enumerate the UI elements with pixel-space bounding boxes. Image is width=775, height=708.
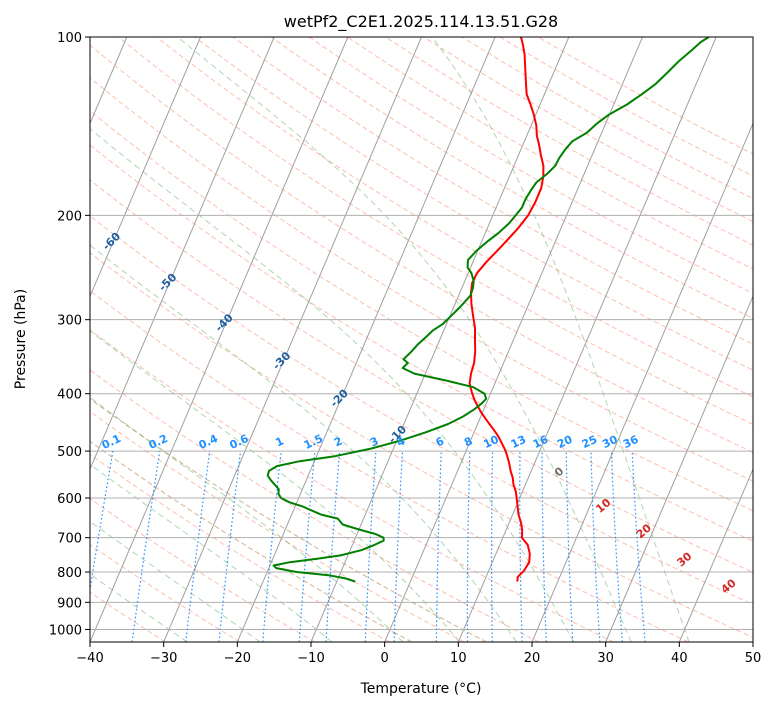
x-tick-label: 40 xyxy=(671,651,688,666)
dry-adiabat xyxy=(270,37,753,320)
y-tick-label: 400 xyxy=(57,388,82,403)
mixing-ratio-line xyxy=(262,451,282,642)
dry-adiabat xyxy=(90,369,540,642)
y-tick-label: 800 xyxy=(57,566,82,581)
isotherm xyxy=(457,37,717,642)
mixing-ratio-label: 20 xyxy=(555,433,575,451)
y-tick-label: 500 xyxy=(57,445,82,460)
moist-adiabat xyxy=(431,37,690,642)
background-lines xyxy=(90,37,753,642)
x-tick-label: 0 xyxy=(381,651,389,666)
dry-adiabat xyxy=(156,37,753,398)
dry-adiabat xyxy=(232,37,753,345)
dry-adiabat xyxy=(90,290,689,642)
dry-adiabat xyxy=(90,498,315,642)
x-tick-label: 50 xyxy=(745,651,762,666)
mixing-ratio-label: 13 xyxy=(509,433,528,451)
moist-adiabat xyxy=(90,573,188,642)
mixing-ratio-line xyxy=(298,451,316,642)
x-tick-label: −30 xyxy=(150,651,177,666)
axes: −40 −30 −20 −10 0 10 20 30 40 50 100 200 300 400 500 60… xyxy=(49,31,761,666)
isotherm xyxy=(163,37,422,642)
mixing-ratio-label: 25 xyxy=(580,433,599,451)
y-tick-label: 900 xyxy=(57,596,82,611)
isotherm xyxy=(678,467,753,642)
isotherm xyxy=(384,37,643,642)
mixing-ratio-line xyxy=(185,451,211,642)
y-tick-label: 1000 xyxy=(49,623,82,638)
mixing-ratio-line xyxy=(131,451,161,642)
x-tick-label: −10 xyxy=(297,651,324,666)
x-axis-label: Temperature (°C) xyxy=(360,681,482,697)
y-tick-label: 100 xyxy=(57,31,82,46)
moist-adiabat xyxy=(177,37,632,642)
y-tick-label: 600 xyxy=(57,492,82,507)
isotherm xyxy=(90,37,201,298)
dry-adiabat xyxy=(90,591,166,642)
mixing-ratio-label: 16 xyxy=(531,433,551,451)
x-tick-label: −20 xyxy=(224,651,251,666)
isotherm xyxy=(605,295,753,642)
moist-adiabat xyxy=(90,244,517,642)
dry-adiabat xyxy=(90,453,390,642)
y-tick-label: 300 xyxy=(57,314,82,329)
dry-adiabat xyxy=(90,215,753,606)
dry-adiabat xyxy=(90,179,753,573)
moist-adiabat xyxy=(90,330,461,642)
isotherm xyxy=(236,37,496,642)
isotherm xyxy=(531,122,753,642)
isotherm xyxy=(90,37,349,642)
mixing-ratio-label: 30 xyxy=(600,433,620,451)
y-axis-label: Pressure (hPa) xyxy=(13,289,29,389)
x-tick-label: 20 xyxy=(524,651,541,666)
dry-adiabat xyxy=(90,410,465,642)
dry-adiabat xyxy=(194,37,753,371)
mixing-ratio-label: 10 xyxy=(481,433,501,451)
reference-adiabat xyxy=(90,398,487,642)
dry-adiabat xyxy=(90,76,753,482)
isotherm xyxy=(310,37,570,642)
temperature-profile xyxy=(468,37,545,582)
moist-adiabat xyxy=(90,396,404,642)
x-tick-label: −40 xyxy=(76,651,103,666)
dewpoint-profile xyxy=(266,37,710,583)
mixing-ratio-line xyxy=(90,450,114,594)
plot-frame xyxy=(89,36,754,643)
mixing-ratio-line xyxy=(631,451,646,642)
x-tick-label: 30 xyxy=(597,651,614,666)
y-tick-label: 200 xyxy=(57,209,82,224)
moist-adiabat xyxy=(90,520,261,642)
mixing-ratio-label: 36 xyxy=(621,433,641,451)
x-tick-label: 10 xyxy=(450,651,467,666)
dry-adiabat xyxy=(90,110,753,512)
chart-title: wetPf2_C2E1.2025.114.13.51.G28 xyxy=(284,12,558,32)
isotherm xyxy=(90,37,275,471)
data-series xyxy=(266,37,710,583)
dry-adiabat xyxy=(90,144,753,542)
y-tick-label: 700 xyxy=(57,532,82,547)
mixing-ratio-line xyxy=(218,451,242,642)
